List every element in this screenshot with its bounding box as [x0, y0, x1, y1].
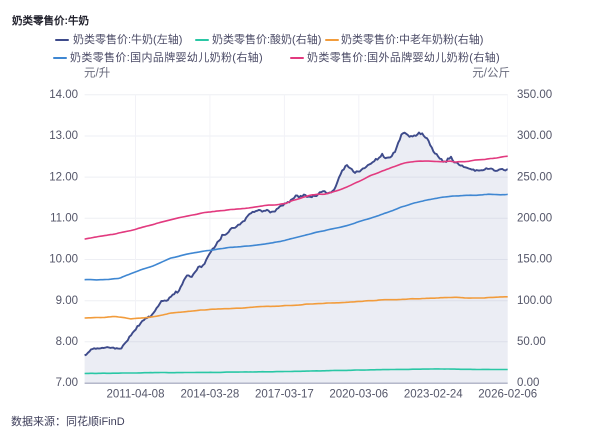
- svg-text:7.00: 7.00: [56, 377, 78, 389]
- svg-text:2017-03-17: 2017-03-17: [255, 388, 314, 400]
- svg-text:2020-03-06: 2020-03-06: [329, 388, 388, 400]
- svg-text:200.00: 200.00: [517, 213, 552, 225]
- svg-text:2011-04-08: 2011-04-08: [107, 388, 165, 400]
- svg-text:11.00: 11.00: [50, 213, 78, 225]
- svg-text:元/公斤: 元/公斤: [472, 67, 510, 80]
- svg-text:2026-02-06: 2026-02-06: [478, 388, 537, 400]
- svg-text:12.00: 12.00: [49, 171, 78, 183]
- svg-text:250.00: 250.00: [517, 171, 552, 183]
- svg-text:9.00: 9.00: [56, 295, 78, 307]
- svg-text:14.00: 14.00: [49, 89, 78, 101]
- svg-text:300.00: 300.00: [517, 130, 552, 142]
- svg-text:350.00: 350.00: [517, 89, 552, 101]
- svg-text:8.00: 8.00: [56, 336, 78, 348]
- svg-text:13.00: 13.00: [49, 130, 78, 142]
- svg-text:10.00: 10.00: [49, 254, 78, 266]
- svg-text:2014-03-28: 2014-03-28: [180, 388, 239, 400]
- svg-text:150.00: 150.00: [517, 254, 552, 266]
- svg-text:0.00: 0.00: [517, 377, 539, 389]
- svg-text:2023-02-24: 2023-02-24: [404, 388, 463, 400]
- svg-text:元/升: 元/升: [84, 67, 110, 80]
- svg-text:50.00: 50.00: [517, 336, 546, 348]
- svg-text:100.00: 100.00: [517, 295, 552, 307]
